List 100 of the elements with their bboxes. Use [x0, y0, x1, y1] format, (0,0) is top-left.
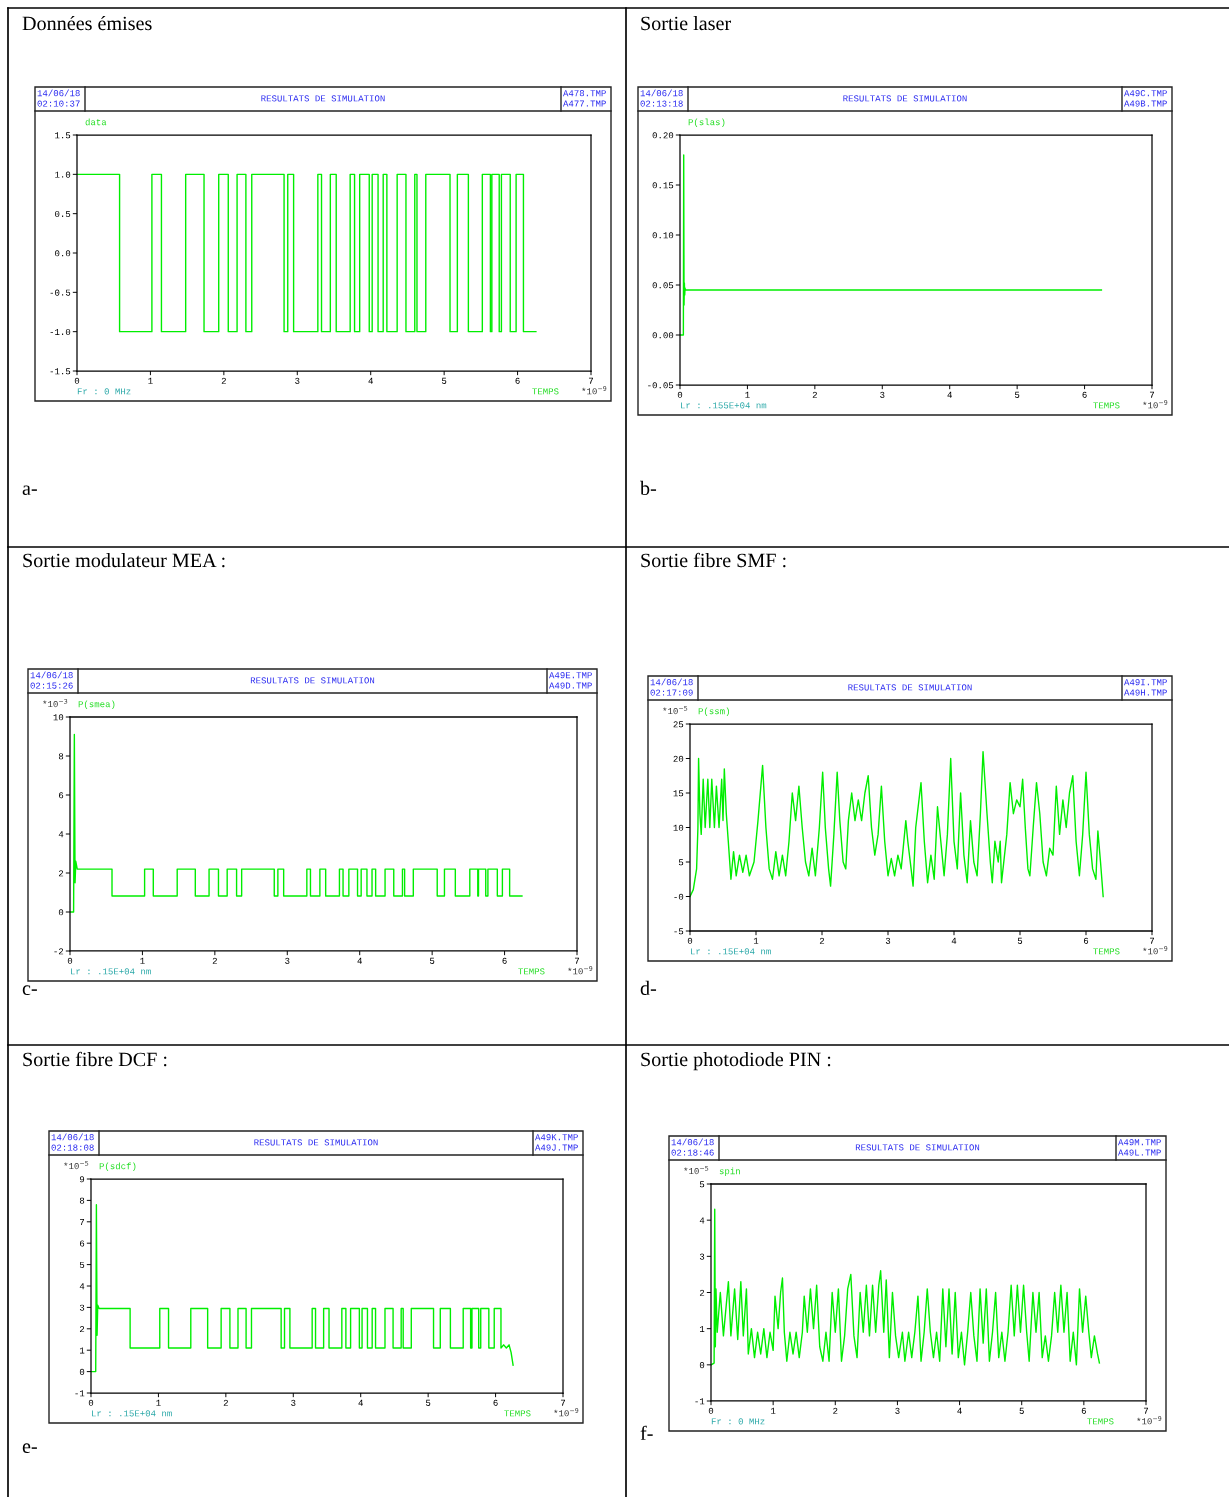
y-tick-label: 2 [699, 1289, 705, 1296]
line-series [711, 1208, 1101, 1366]
x-tick-label: 5 [442, 377, 447, 384]
y-tick-label: 8 [58, 753, 64, 760]
y-tick-label: 10 [673, 824, 684, 831]
x-tick-label: 7 [588, 377, 593, 384]
y-tick-label: 3 [79, 1304, 85, 1311]
text: Fr : 0 MHz [711, 1418, 765, 1425]
x-tick-label: 7 [574, 957, 579, 964]
y-tick-label: 15 [673, 790, 684, 797]
text: Lr : .15E+04 nm [71, 968, 151, 975]
x-tick-label: 5 [1015, 391, 1020, 398]
text: 02:17:09 [650, 689, 693, 696]
x-tick-label: 3 [285, 957, 290, 964]
text: 14/06/18 [37, 89, 80, 97]
text: A49I.TMP [1124, 679, 1167, 686]
y-tick-label: 8 [79, 1197, 85, 1204]
text: 14/06/18 [30, 671, 73, 679]
x-tick-label: 4 [947, 391, 952, 398]
y-tick-label: 0 [79, 1368, 85, 1375]
text: A477.TMP [563, 100, 606, 107]
y-tick-label: -1.5 [50, 368, 71, 375]
text: *10$^{−3}$ [43, 698, 68, 708]
chart-subtitle: RESULTATS DE SIMULATION [261, 95, 385, 102]
x-tick-label: 3 [885, 937, 891, 944]
y-tick-label: 0.15 [652, 182, 674, 189]
text: A49B.TMP [1124, 100, 1167, 107]
text: A478.TMP [563, 90, 606, 97]
text: *10$^{−9}$ [554, 1408, 579, 1417]
text: c- [22, 985, 37, 996]
x-tick-label: 6 [1083, 937, 1089, 944]
x-tick-label: 6 [502, 957, 507, 964]
x-tick-label: 4 [368, 377, 373, 384]
text: b- [640, 480, 657, 496]
text: *10$^{−9}$ [582, 386, 607, 395]
text: 02:13:18 [640, 100, 683, 107]
x-tick-label: 7 [1149, 937, 1154, 944]
text: A49K.TMP [535, 1134, 578, 1141]
y-axis-title: P(ssm) [698, 707, 729, 716]
text: Lr : .15E+04 nm [691, 948, 771, 955]
text: *10$^{−9}$ [568, 966, 593, 975]
text: A49L.TMP [1118, 1149, 1161, 1156]
y-tick-label: 1.0 [55, 171, 71, 178]
y-tick-label: 1.5 [55, 132, 71, 139]
x-tick-label: 2 [812, 391, 817, 398]
x-axis-title: TEMPS [518, 968, 545, 975]
y-tick-label: 5 [699, 1181, 705, 1188]
y-tick-label: 7 [80, 1219, 85, 1226]
chart-subtitle: RESULTATS DE SIMULATION [848, 684, 972, 691]
text: A49J.TMP [535, 1144, 578, 1151]
x-tick-label: 6 [1081, 1407, 1086, 1414]
y-tick-label: 4 [699, 1217, 705, 1224]
x-tick-label: 3 [291, 1399, 296, 1406]
text: 14/06/18 [640, 89, 683, 97]
x-tick-label: 2 [212, 957, 217, 964]
y-tick-label: 0.0 [55, 250, 71, 257]
x-axis-title: TEMPS [532, 388, 559, 395]
text: a- [22, 485, 37, 496]
y-tick-label: 25 [673, 721, 684, 728]
x-tick-label: 2 [221, 377, 226, 384]
text: 14/06/18 [650, 678, 693, 686]
y-tick-label: 2 [79, 1326, 85, 1333]
text: A49D.TMP [549, 682, 592, 689]
x-tick-label: 4 [957, 1407, 962, 1414]
text: *10$^{−9}$ [1143, 946, 1168, 955]
chart-title: Sortie photodiode PIN : [641, 1052, 831, 1071]
x-tick-label: 0 [88, 1399, 94, 1406]
y-tick-label: 0.00 [652, 332, 674, 339]
text: *10$^{−5}$ [684, 1166, 709, 1175]
y-axis-title: P(slas) [688, 118, 725, 127]
y-axis-title: P(sdcf) [99, 1162, 136, 1171]
y-tick-label: 20 [673, 755, 684, 762]
x-tick-label: 7 [1149, 391, 1154, 398]
text: Fr : 0 MHz [77, 388, 131, 395]
y-tick-label: -1 [695, 1398, 705, 1405]
chart-title: Sortie modulateur MEA : [23, 553, 225, 568]
y-tick-label: 0.5 [55, 210, 71, 218]
y-tick-label: 0 [58, 909, 64, 916]
y-tick-label: 4 [58, 831, 64, 838]
line-series [680, 154, 1103, 336]
text: 14/06/18 [671, 1138, 714, 1146]
x-axis-title: TEMPS [504, 1410, 531, 1417]
x-tick-label: 5 [1017, 937, 1023, 944]
y-tick-label: 5 [678, 859, 684, 866]
chart-title: Données émises [22, 15, 152, 31]
y-tick-label: 10 [53, 714, 64, 721]
text: Lr : .15E+04 nm [92, 1410, 172, 1417]
chart-title: Sortie laser [641, 16, 731, 31]
y-axis-title: data [85, 118, 107, 126]
x-tick-label: 7 [1143, 1407, 1148, 1414]
x-tick-label: 0 [687, 937, 693, 944]
text: A49H.TMP [1124, 689, 1167, 696]
x-tick-label: 3 [295, 377, 300, 384]
chart-subtitle: RESULTATS DE SIMULATION [855, 1144, 980, 1151]
y-tick-label: -0 [674, 893, 684, 900]
text: 02:15:26 [30, 682, 73, 689]
x-tick-label: 2 [223, 1399, 228, 1406]
x-tick-label: 4 [357, 957, 362, 964]
text: 02:18:46 [671, 1149, 714, 1156]
x-tick-label: 3 [895, 1407, 900, 1414]
